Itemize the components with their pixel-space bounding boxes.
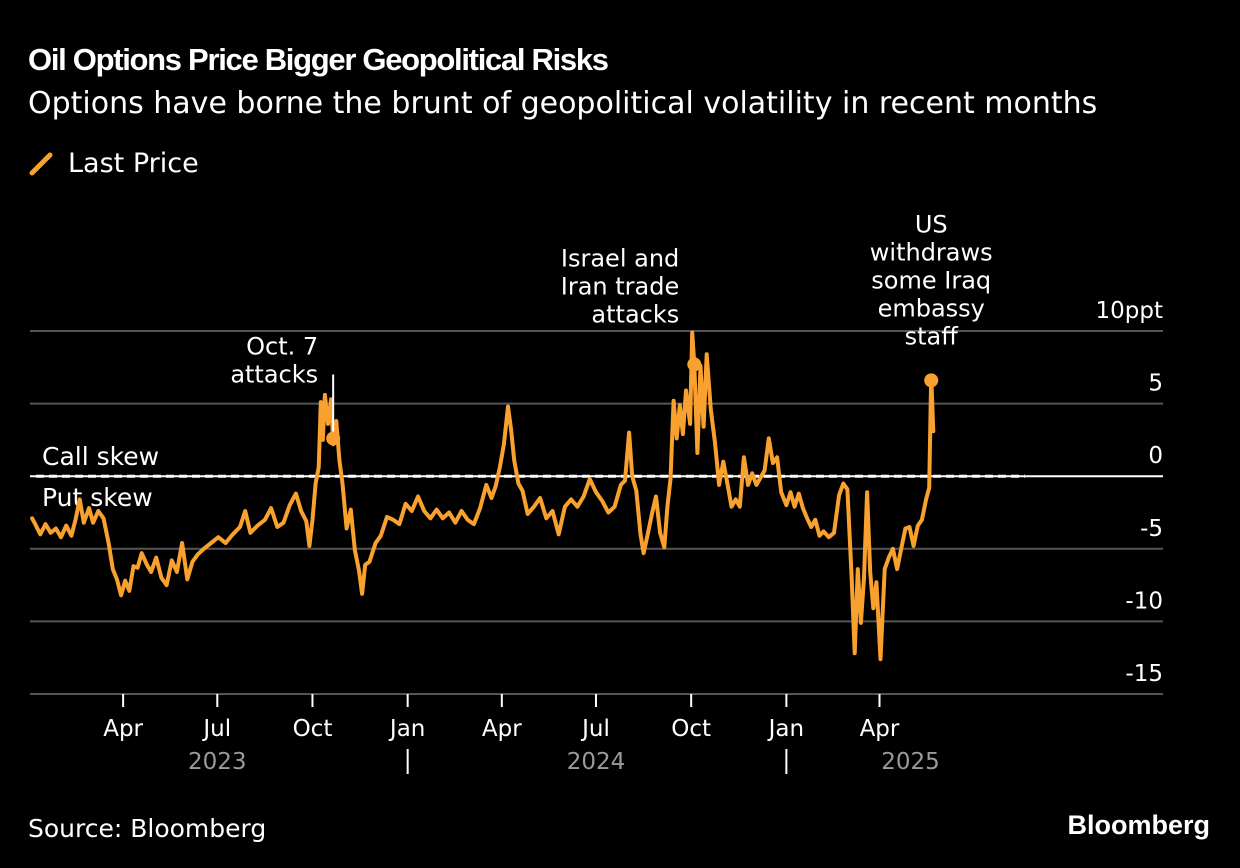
source-note: Source: Bloomberg bbox=[28, 814, 267, 843]
x-tick-label: Apr bbox=[482, 716, 522, 742]
annotation-marker bbox=[687, 357, 702, 372]
annotation-text: US bbox=[915, 210, 948, 238]
x-tick-label: Apr bbox=[860, 716, 900, 742]
year-label: 2025 bbox=[881, 749, 940, 775]
annotation-text: some Iraq bbox=[871, 266, 991, 294]
annotation-marker bbox=[924, 373, 939, 388]
annotation-text: staff bbox=[905, 322, 959, 350]
y-tick-label: -5 bbox=[1140, 516, 1163, 542]
y-tick-label: -10 bbox=[1125, 588, 1163, 614]
line-swatch-icon bbox=[29, 152, 53, 175]
annotation-marker bbox=[326, 431, 341, 446]
annotation-text: Oct. 7 bbox=[246, 332, 318, 360]
chart-subtitle: Options have borne the brunt of geopolit… bbox=[28, 86, 1098, 121]
annotation-text: embassy bbox=[878, 294, 985, 322]
x-tick-label: Oct bbox=[293, 716, 333, 742]
annotation-text: attacks bbox=[230, 360, 318, 388]
year-label: 2023 bbox=[188, 749, 247, 775]
x-tick-label: Apr bbox=[103, 716, 143, 742]
annotation-text: Israel and bbox=[561, 244, 679, 272]
year-label: 2024 bbox=[567, 749, 626, 775]
legend: Last Price bbox=[28, 148, 199, 179]
legend-label: Last Price bbox=[68, 148, 199, 179]
bloomberg-logo: Bloomberg bbox=[1067, 810, 1210, 840]
x-tick-label: Jan bbox=[388, 716, 425, 742]
annotation-text: Iran trade bbox=[561, 272, 679, 300]
chart-title: Oil Options Price Bigger Geopolitical Ri… bbox=[28, 42, 609, 77]
annotation-text: attacks bbox=[591, 300, 679, 328]
series-line bbox=[30, 330, 936, 662]
put-skew-label: Put skew bbox=[42, 483, 153, 512]
y-tick-label: 5 bbox=[1148, 371, 1163, 397]
x-tick-label: Jul bbox=[201, 716, 231, 742]
y-tick-label: 0 bbox=[1148, 443, 1163, 469]
call-skew-label: Call skew bbox=[42, 442, 159, 471]
annotation-text: withdraws bbox=[870, 238, 993, 266]
y-tick-label: -15 bbox=[1125, 661, 1163, 687]
x-tick-label: Oct bbox=[671, 716, 711, 742]
x-tick-label: Jan bbox=[767, 716, 804, 742]
y-tick-label: 10ppt bbox=[1096, 298, 1163, 324]
x-tick-label: Jul bbox=[580, 716, 610, 742]
